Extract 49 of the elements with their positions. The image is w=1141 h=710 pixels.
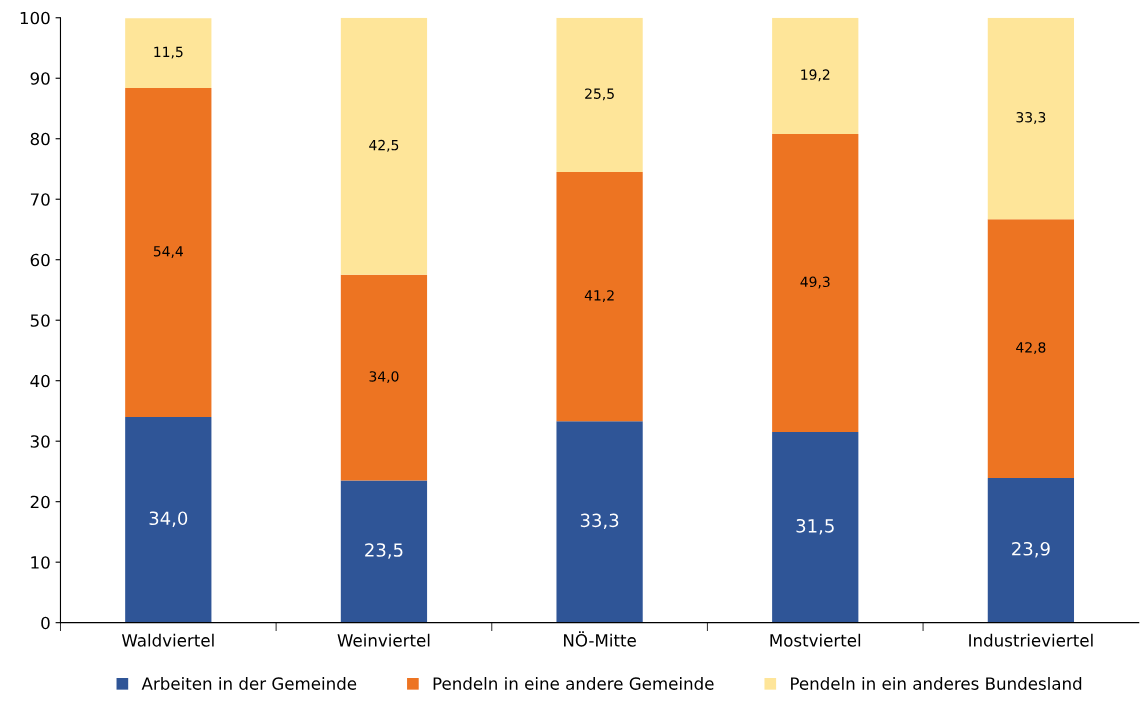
bar <box>125 87 212 417</box>
y-tick-label: 70 <box>30 193 50 206</box>
bar <box>772 17 859 134</box>
data-label: 42,5 <box>369 139 399 152</box>
y-tick-label: 10 <box>31 556 50 569</box>
legend-label: Pendeln in ein anderes Bundesland <box>791 676 1082 690</box>
x-tick-label: Industrieviertel <box>969 633 1093 647</box>
bar <box>987 17 1075 220</box>
bar <box>340 17 428 275</box>
bar <box>987 478 1075 623</box>
data-label: 42,8 <box>1016 342 1046 355</box>
data-label: 23,5 <box>365 543 403 559</box>
data-label: 31,5 <box>796 518 834 535</box>
bar <box>556 421 643 623</box>
data-label: 54,4 <box>153 246 183 258</box>
legend-label: Arbeiten in der Gemeinde <box>141 676 357 690</box>
bar <box>340 274 428 481</box>
data-label: 19,2 <box>801 69 830 82</box>
y-tick-label: 100 <box>20 11 50 25</box>
bar <box>340 480 428 623</box>
y-tick-label: 60 <box>30 253 50 267</box>
legend-label: Pendeln in eine andere Gemeinde <box>433 676 714 690</box>
y-tick-label: 0 <box>41 616 50 630</box>
bar <box>772 432 859 623</box>
y-tick-label: 80 <box>30 132 50 146</box>
x-tick-label: Weinviertel <box>337 633 430 647</box>
data-label: 25,5 <box>585 88 614 101</box>
y-tick-label: 20 <box>30 495 50 509</box>
bar <box>772 133 859 433</box>
data-label: 11,5 <box>154 46 183 59</box>
bar <box>556 17 643 172</box>
data-label: 33,3 <box>580 513 619 530</box>
bar <box>125 18 212 88</box>
data-label: 34,0 <box>149 511 188 527</box>
x-tick-label: Waldviertel <box>121 633 214 647</box>
data-label: 49,3 <box>800 276 830 289</box>
y-tick-label: 30 <box>30 435 50 448</box>
x-tick-label: Mostviertel <box>770 633 861 647</box>
data-label: 33,3 <box>1016 111 1046 124</box>
y-tick-label: 40 <box>30 374 50 388</box>
y-tick-label: 50 <box>30 314 50 327</box>
bar <box>125 417 212 623</box>
data-label: 41,2 <box>584 290 614 303</box>
data-label: 34,0 <box>369 371 399 384</box>
data-label: 23,9 <box>1012 541 1050 558</box>
y-tick-label: 90 <box>30 72 50 85</box>
bar <box>556 172 643 422</box>
bar <box>987 219 1075 479</box>
x-tick-label: NÖ-Mitte <box>564 631 636 647</box>
